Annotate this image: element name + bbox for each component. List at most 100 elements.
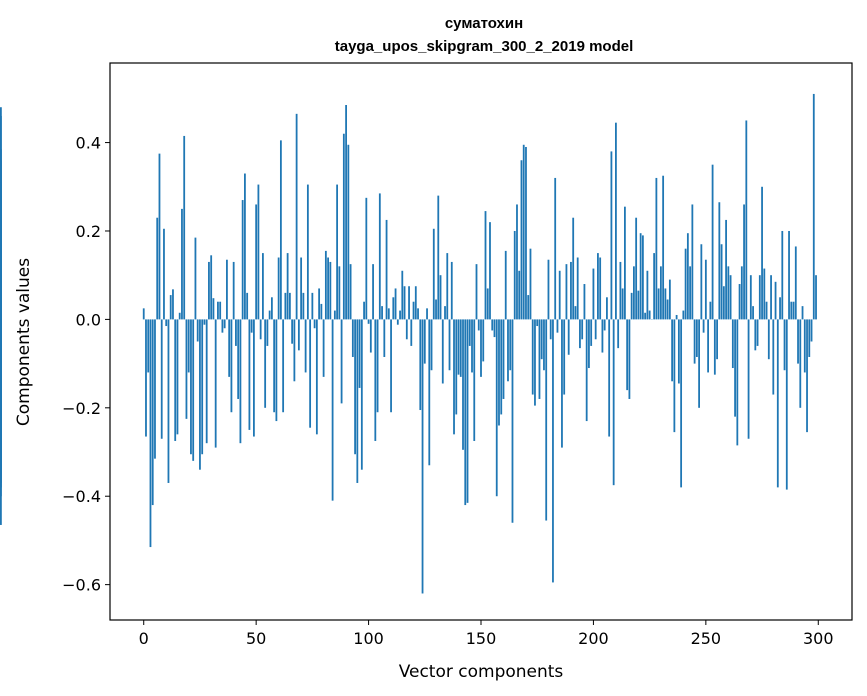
bar-268 xyxy=(745,120,748,320)
bar-109 xyxy=(387,308,390,320)
bar-207 xyxy=(608,319,611,437)
bar-14 xyxy=(174,319,177,441)
bar-141 xyxy=(459,319,462,377)
bar-53 xyxy=(262,253,264,320)
bar-33 xyxy=(217,301,219,320)
bar-100 xyxy=(367,319,370,324)
bar-225 xyxy=(648,310,651,320)
bar-152 xyxy=(484,211,487,320)
bar-157 xyxy=(495,319,498,497)
bar-172 xyxy=(529,248,532,320)
bar-66 xyxy=(291,319,294,344)
bar-91 xyxy=(347,144,350,320)
bar-216 xyxy=(628,319,631,399)
bar-137 xyxy=(450,261,453,320)
bar-221 xyxy=(639,233,642,320)
bar-180 xyxy=(547,259,550,320)
bar-85 xyxy=(333,310,336,320)
bar-138 xyxy=(453,319,455,435)
bar-series xyxy=(0,93,817,594)
bar-42 xyxy=(237,319,240,399)
bar-250 xyxy=(704,259,707,320)
bar-164 xyxy=(511,319,514,523)
bar-30 xyxy=(210,255,213,320)
bar-253 xyxy=(711,164,714,320)
bar-223 xyxy=(644,312,647,320)
bar-52 xyxy=(259,319,262,340)
bar-258 xyxy=(722,286,725,320)
bar-254 xyxy=(713,319,716,375)
bar-208 xyxy=(610,151,613,320)
bar-40 xyxy=(232,261,235,320)
bar-60 xyxy=(277,257,280,320)
y-tick-label-5: 0.4 xyxy=(76,134,101,153)
bar-19 xyxy=(185,319,188,419)
bar-115 xyxy=(401,270,404,320)
bar-139 xyxy=(455,319,458,415)
bar-245 xyxy=(693,319,696,364)
bar-201 xyxy=(594,319,597,340)
bar-205 xyxy=(603,319,606,331)
bar-48 xyxy=(250,319,253,333)
bar-278 xyxy=(767,319,770,360)
y-tick-label-1: −0.4 xyxy=(62,487,101,506)
bar-74 xyxy=(309,319,312,428)
bar-292 xyxy=(799,319,802,408)
bar-98 xyxy=(363,301,365,320)
bar-215 xyxy=(626,319,629,391)
bar-283 xyxy=(779,297,781,320)
bar-57 xyxy=(270,297,273,320)
bar-290 xyxy=(794,246,797,320)
bar-34 xyxy=(219,301,222,320)
bar-274 xyxy=(758,275,761,320)
y-tick-label-3: 0.0 xyxy=(76,310,101,329)
bar-7 xyxy=(158,153,161,320)
bar-146 xyxy=(471,319,473,373)
bar-13 xyxy=(172,289,174,320)
bar-203 xyxy=(599,257,602,320)
bar-49 xyxy=(253,319,255,437)
bar-243 xyxy=(689,266,692,320)
bar-195 xyxy=(581,319,584,340)
bar-144 xyxy=(466,319,469,503)
bar-105 xyxy=(378,193,381,320)
bar-257 xyxy=(720,244,723,320)
bar-43 xyxy=(239,319,242,444)
bar-202 xyxy=(597,253,599,320)
bar-282 xyxy=(776,319,779,488)
bar-284 xyxy=(781,230,784,320)
bar-90 xyxy=(345,105,347,320)
bar-213 xyxy=(621,288,624,320)
bar-269 xyxy=(747,319,750,439)
bar-111 xyxy=(392,297,395,320)
bar-356 xyxy=(0,319,2,444)
bar-116 xyxy=(403,286,406,320)
bar-140 xyxy=(457,319,460,375)
x-axis-ticks: 0 50 100 150 200 250 300 xyxy=(139,620,834,648)
bar-299 xyxy=(815,275,817,320)
bar-160 xyxy=(502,319,505,399)
bar-234 xyxy=(668,279,671,320)
bar-92 xyxy=(349,264,352,320)
bar-212 xyxy=(619,261,622,320)
bar-118 xyxy=(408,286,410,320)
bar-64 xyxy=(286,253,289,320)
bar-67 xyxy=(293,319,296,382)
bar-159 xyxy=(500,319,503,415)
bar-32 xyxy=(214,319,217,448)
bar-224 xyxy=(646,270,649,320)
x-tick-label-6: 300 xyxy=(803,629,834,648)
bar-272 xyxy=(754,319,757,351)
bar-249 xyxy=(702,319,705,333)
bar-251 xyxy=(707,319,709,373)
bar-228 xyxy=(655,177,658,320)
bar-273 xyxy=(756,319,759,346)
bar-86 xyxy=(336,184,338,320)
bar-47 xyxy=(248,319,251,430)
bar-99 xyxy=(365,197,368,320)
bar-56 xyxy=(268,310,271,320)
bar-183 xyxy=(554,177,557,320)
bar-10 xyxy=(165,319,168,327)
bar-63 xyxy=(284,292,287,320)
